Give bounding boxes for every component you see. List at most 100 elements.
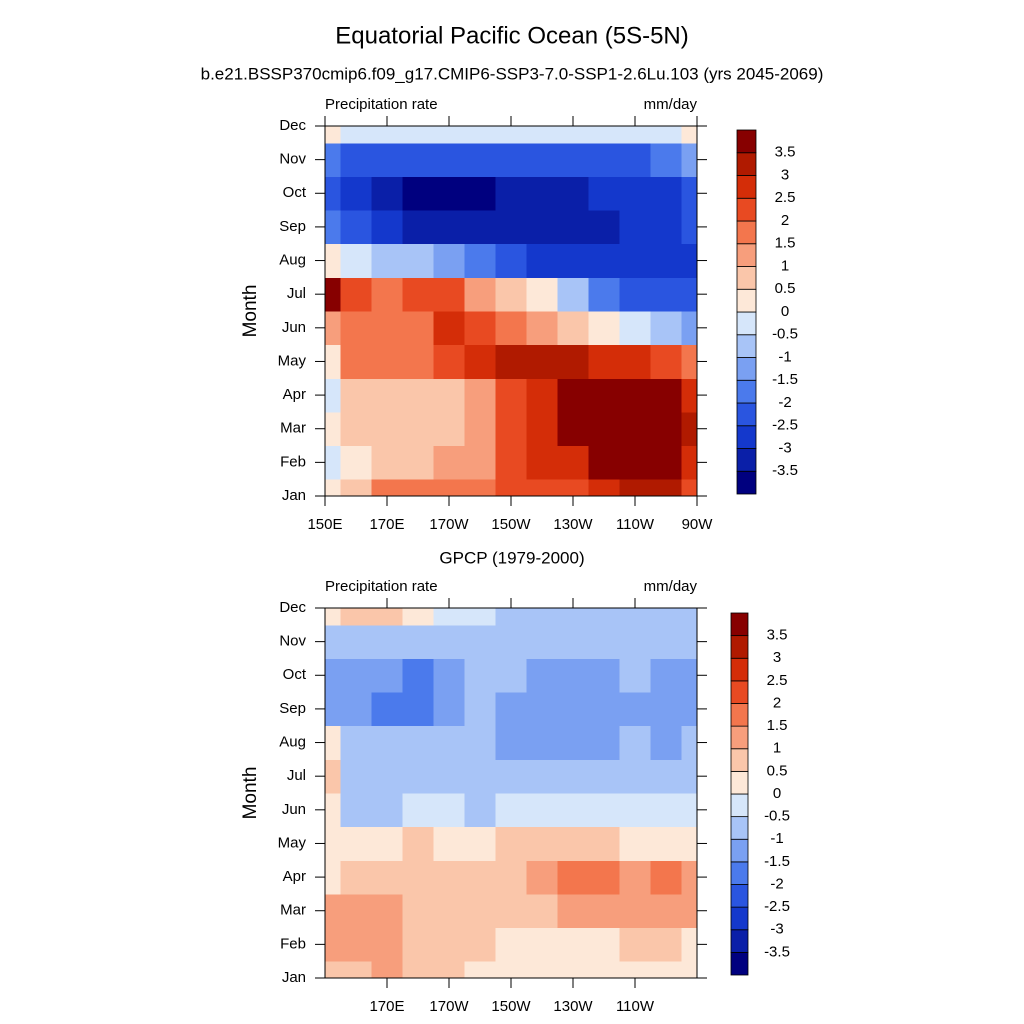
y-tick-label: Aug [279,252,306,269]
contour-cell [526,927,558,962]
contour-cell [325,658,341,693]
contour-cell [588,860,620,895]
contour-cell [681,176,697,211]
x-tick-label: 90W [682,516,714,533]
contour-cell [495,860,527,895]
contour-cell [495,793,527,828]
contour-cell [402,142,434,177]
contour-cell [371,692,403,727]
contour-cell [325,759,341,794]
contour-cell [464,210,496,245]
contour-cell [526,692,558,727]
contour-cell [495,893,527,929]
contour-cell [340,243,372,278]
contour-cell [464,624,496,659]
contour-cell [402,624,434,659]
contour-cell [340,608,372,626]
contour-cell [619,624,651,659]
contour-cell [526,759,558,794]
y-tick-label: Apr [283,386,306,403]
contour-cell [526,344,558,379]
contour-cell [619,176,651,211]
contour-cell [588,378,620,413]
contour-cell [557,176,589,211]
contour-cell [402,210,434,245]
contour-cell [371,658,403,693]
contour-cell [495,624,527,659]
contour-cell [464,311,496,346]
contour-cell [464,927,496,962]
y-tick-label: Mar [280,420,306,437]
contour-cell [619,210,651,245]
contour-cell [371,344,403,379]
contour-cell [495,210,527,245]
contour-cell [557,658,589,693]
contour-cell [681,277,697,312]
x-tick-label: 170E [369,516,404,533]
colorbar-box [736,379,757,404]
contour-cell [619,893,651,929]
colorbar-box [736,448,757,472]
contour-cell [526,445,558,480]
contour-cell [681,759,697,794]
contour-cell [681,692,697,727]
contour-cell [371,311,403,346]
contour-cell [433,860,465,895]
contour-cell [619,759,651,794]
contour-cell [464,826,496,861]
colorbar-label: -3.5 [772,462,798,479]
contour-cell [464,445,496,480]
contour-cell [619,826,651,861]
colorbar-label: 2.5 [767,672,788,689]
contour-cell [650,176,682,211]
y-tick-label: Jun [282,801,306,818]
y-tick-label: Aug [279,734,306,751]
contour-cell [619,311,651,346]
contour-cell [495,344,527,379]
contour-cell [402,243,434,278]
contour-cell [371,411,403,447]
colorbar-box [730,770,749,795]
contour-cell [557,624,589,659]
colorbar-box [730,680,749,704]
contour-cell [402,126,434,144]
contour-cell [557,311,589,346]
contour-cell [495,445,527,480]
contour-cell [681,142,697,177]
colorbar-box [730,793,749,818]
contour-cell [650,893,682,929]
colorbar-box [730,838,749,863]
left-label: Precipitation rate [325,578,438,595]
contour-cell [495,176,527,211]
contour-cell [588,658,620,693]
contour-cell [588,176,620,211]
contour-cell [371,826,403,861]
y-axis-label: Month [240,767,261,820]
contour-cell [526,411,558,447]
contour-cell [495,243,527,278]
contour-cell [557,725,589,760]
contour-cell [588,961,620,978]
contour-cell [495,311,527,346]
colorbar-box [736,311,757,336]
contour-cell [340,725,372,760]
contour-cell [371,893,403,929]
contour-cell [371,277,403,312]
contour-cell [681,725,697,760]
colorbar-label: -3 [770,921,783,938]
contour-cell [371,479,403,496]
colorbar-label: -2.5 [772,417,798,434]
contour-cell [557,893,589,929]
contour-cell [402,725,434,760]
contour-cell [371,793,403,828]
contour-cell [495,826,527,861]
y-tick-label: Nov [279,151,306,168]
y-tick-label: May [278,834,307,851]
contour-cell [340,793,372,828]
contour-cell [495,126,527,144]
colorbar-box [730,951,749,976]
contour-cell [650,479,682,496]
contour-cell [371,759,403,794]
contour-cell [464,411,496,447]
contour-cell [325,624,341,659]
